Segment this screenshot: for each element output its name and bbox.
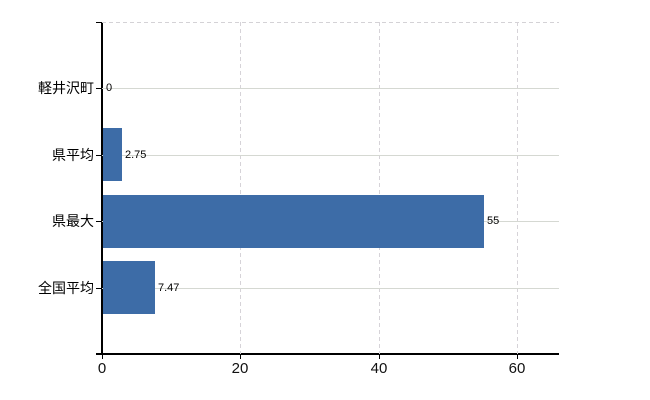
y-axis-tick bbox=[96, 22, 102, 23]
x-axis-tick bbox=[379, 354, 380, 359]
horizontal-gridline bbox=[102, 155, 559, 156]
bar-value-label: 0 bbox=[106, 82, 113, 94]
horizontal-gridline bbox=[102, 88, 559, 89]
category-label: 全国平均 bbox=[38, 280, 94, 296]
vertical-gridline bbox=[240, 22, 241, 354]
x-tick-label: 60 bbox=[508, 360, 526, 377]
y-axis-tick bbox=[96, 221, 102, 222]
y-axis-line bbox=[101, 22, 103, 354]
x-axis-tick bbox=[102, 354, 103, 359]
bar bbox=[103, 195, 484, 248]
x-axis-tick bbox=[517, 354, 518, 359]
category-label: 県最大 bbox=[52, 213, 94, 229]
y-axis-tick bbox=[96, 288, 102, 289]
vertical-gridline bbox=[379, 22, 380, 354]
x-tick-label: 20 bbox=[231, 360, 249, 377]
bar-value-label: 2.75 bbox=[125, 149, 147, 161]
bar bbox=[103, 128, 122, 181]
horizontal-gridline bbox=[102, 288, 559, 289]
y-axis-tick bbox=[96, 88, 102, 89]
x-axis-line bbox=[96, 353, 559, 355]
category-label: 軽井沢町 bbox=[38, 80, 94, 96]
x-tick-label: 0 bbox=[97, 360, 107, 377]
plot-top-border bbox=[102, 22, 559, 23]
bar bbox=[103, 261, 155, 314]
bar-value-label: 7.47 bbox=[158, 282, 180, 294]
category-label: 県平均 bbox=[52, 147, 94, 163]
vertical-gridline bbox=[517, 22, 518, 354]
x-tick-label: 40 bbox=[370, 360, 388, 377]
y-axis-tick bbox=[96, 155, 102, 156]
x-axis-tick bbox=[240, 354, 241, 359]
bar-value-label: 55 bbox=[487, 215, 500, 227]
